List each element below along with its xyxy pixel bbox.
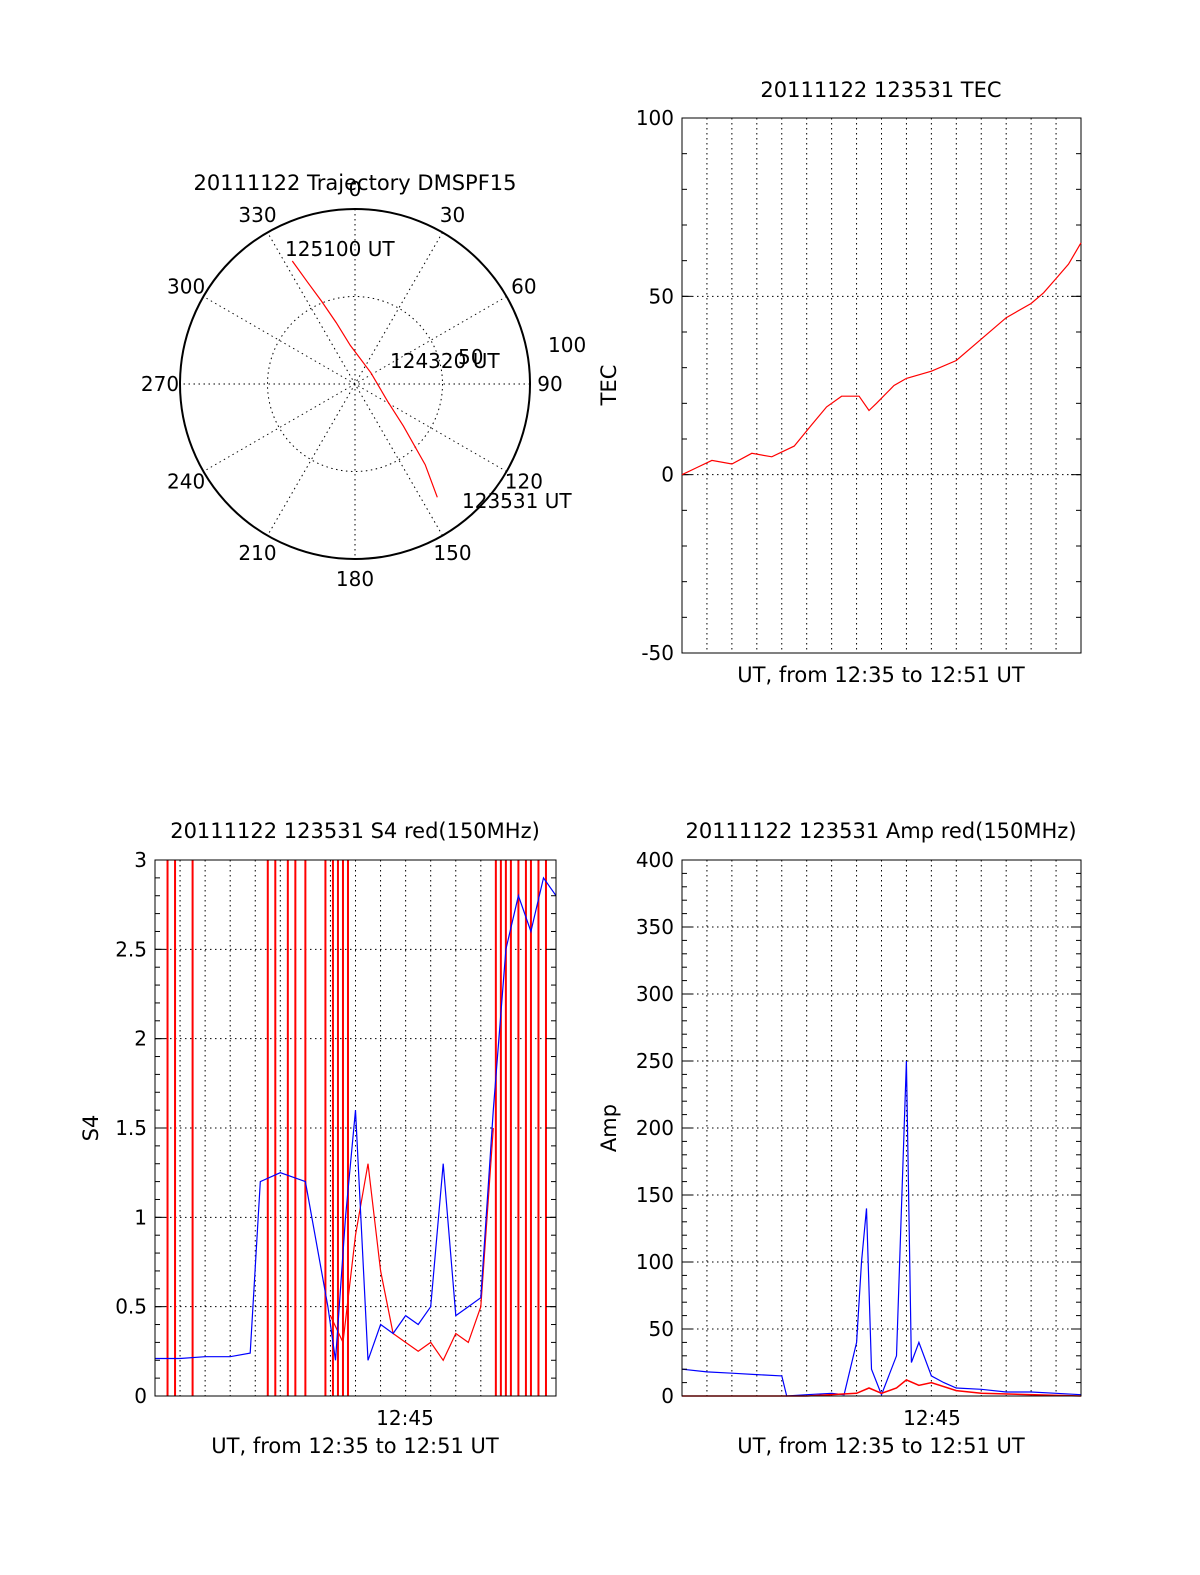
polar-angle-label: 210	[238, 541, 276, 565]
y-tick-label: 300	[636, 982, 674, 1006]
polar-title: 20111122 Trajectory DMSPF15	[193, 171, 516, 195]
y-tick-label: 2.5	[115, 937, 147, 961]
s4-title: 20111122 123531 S4 red(150MHz)	[170, 819, 540, 843]
polar-angle-label: 240	[167, 470, 205, 494]
y-tick-label: 0	[661, 1384, 674, 1408]
y-tick-label: 350	[636, 915, 674, 939]
y-tick-label: 0.5	[115, 1295, 147, 1319]
tec-title: 20111122 123531 TEC	[760, 78, 1001, 102]
amp-xtick-label: 12:45	[903, 1406, 961, 1430]
tec-plot-frame	[681, 117, 1082, 654]
polar-angle-label: 60	[511, 275, 536, 299]
y-tick-label: 0	[661, 463, 674, 487]
amp-chart: 20111122 123531 Amp red(150MHz) 0 50 100 15…	[597, 819, 1082, 1458]
polar-angle-label: 180	[336, 567, 374, 591]
annotation-end-time: 123531 UT	[462, 489, 572, 513]
y-tick-label: 100	[636, 1250, 674, 1274]
polar-angle-label: 330	[238, 203, 276, 227]
amp-title: 20111122 123531 Amp red(150MHz)	[685, 819, 1076, 843]
amp-ylabel: Amp	[597, 1104, 621, 1152]
y-tick-label: 3	[134, 848, 147, 872]
s4-blue-series-line	[155, 876, 557, 1361]
amp-blue-series-line	[681, 1060, 1082, 1397]
y-tick-label: -50	[641, 641, 674, 665]
annotation-start-time: 125100 UT	[285, 237, 395, 261]
polar-angle-label: 120	[505, 470, 543, 494]
annotation-mid-time: 124320 UT	[390, 349, 500, 373]
s4-red-series-line	[329, 1127, 494, 1362]
polar-angle-label: 300	[167, 275, 205, 299]
tec-series-line	[681, 242, 1082, 476]
y-tick-label: 1.5	[115, 1116, 147, 1140]
y-tick-label: 400	[636, 848, 674, 872]
y-tick-label: 2	[134, 1027, 147, 1051]
y-tick-label: 50	[649, 284, 674, 308]
polar-chart: 20111122 Trajectory DMSPF15 0 30 60 90 120 15…	[141, 171, 586, 591]
s4-chart: 20111122 123531 S4 red(150MHz) 0 0.5 1 1.5 2…	[79, 819, 557, 1458]
polar-angle-label: 90	[537, 372, 562, 396]
amp-red-series-line	[682, 1379, 1082, 1397]
polar-angle-label: 270	[141, 372, 179, 396]
s4-xlabel: UT, from 12:35 to 12:51 UT	[211, 1434, 499, 1458]
trajectory-line	[291, 260, 438, 498]
y-tick-label: 250	[636, 1049, 674, 1073]
s4-xtick-label: 12:45	[376, 1406, 434, 1430]
y-tick-label: 0	[134, 1384, 147, 1408]
polar-angle-label: 0	[349, 177, 362, 201]
s4-ylabel: S4	[79, 1115, 103, 1142]
polar-radius-label-50: 50	[458, 345, 483, 369]
tec-xlabel: UT, from 12:35 to 12:51 UT	[737, 663, 1025, 687]
tec-chart: 20111122 123531 TEC -50 0 50 100 TEC UT, fr…	[597, 78, 1082, 687]
y-tick-label: 50	[649, 1317, 674, 1341]
y-tick-label: 200	[636, 1116, 674, 1140]
polar-inner-circle	[267, 296, 443, 472]
tec-ylabel: TEC	[597, 365, 621, 407]
y-tick-label: 150	[636, 1183, 674, 1207]
amp-xlabel: UT, from 12:35 to 12:51 UT	[737, 1434, 1025, 1458]
y-tick-label: 100	[636, 106, 674, 130]
polar-angle-label: 150	[433, 541, 471, 565]
polar-spoke	[267, 232, 443, 536]
y-tick-label: 1	[134, 1205, 147, 1229]
polar-radius-label-100: 100	[548, 333, 586, 357]
polar-angle-label: 30	[440, 203, 465, 227]
